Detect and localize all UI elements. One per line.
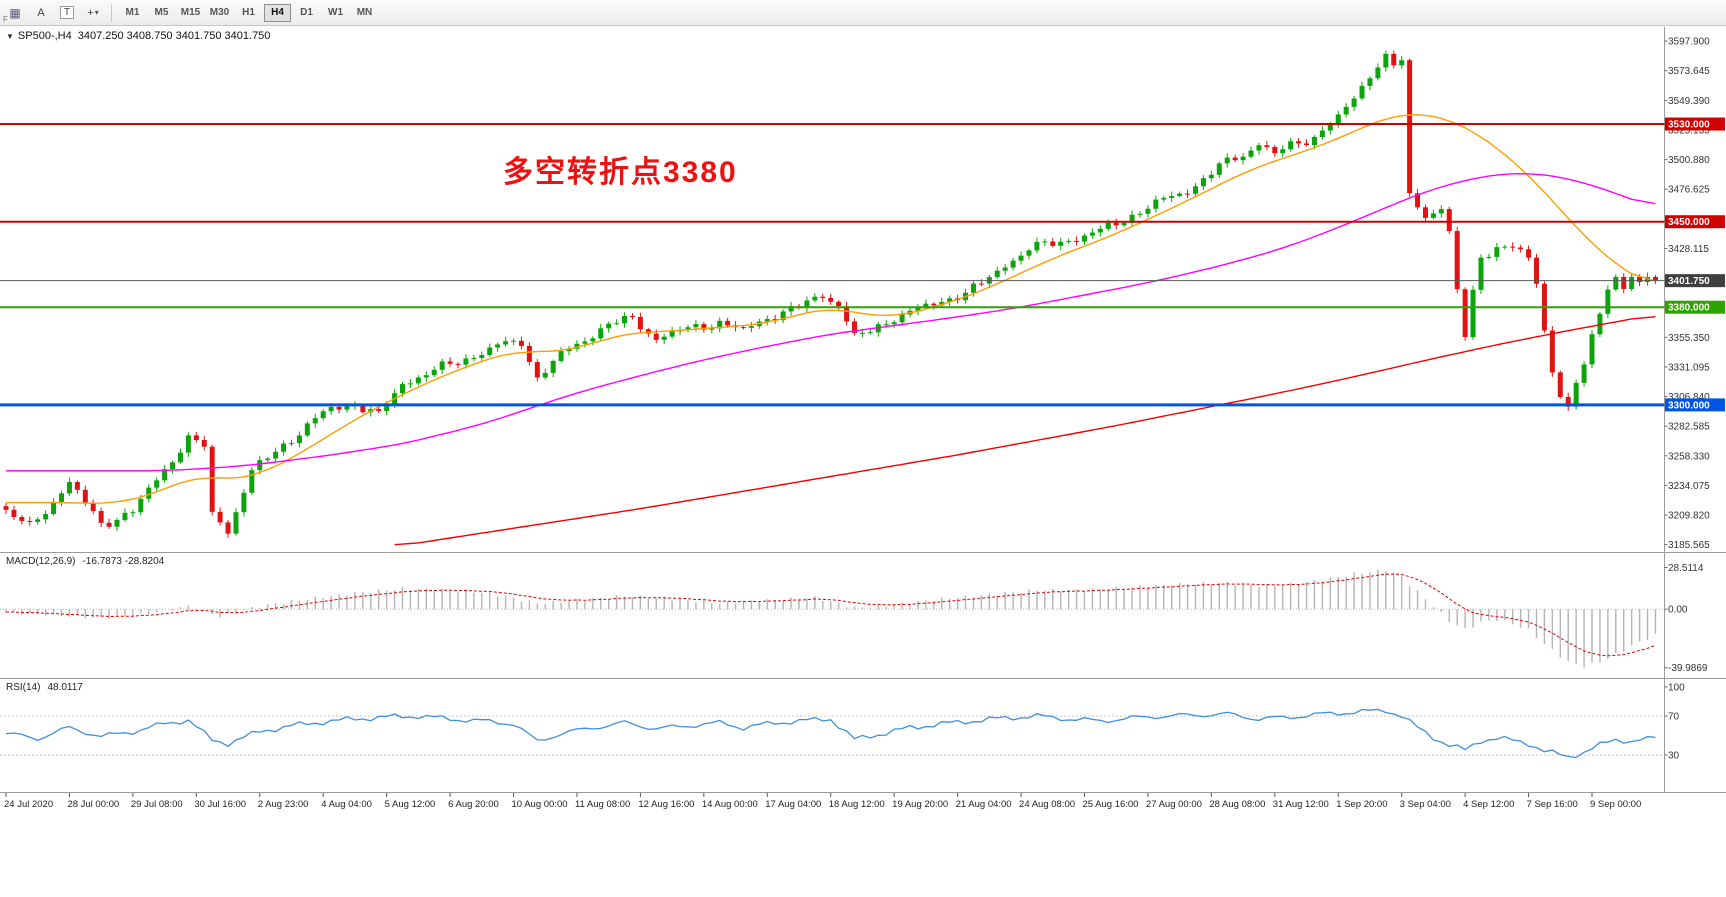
rsi-value: 48.0117 [47,682,83,693]
svg-text:21 Aug 04:00: 21 Aug 04:00 [956,799,1012,810]
svg-text:70: 70 [1668,712,1680,723]
svg-text:3300.000: 3300.000 [1668,400,1710,411]
svg-text:27 Aug 00:00: 27 Aug 00:00 [1146,799,1202,810]
svg-text:17 Aug 04:00: 17 Aug 04:00 [765,799,821,810]
timeframe-M5[interactable]: M5 [148,4,175,22]
svg-text:3355.350: 3355.350 [1668,333,1710,344]
svg-text:30 Jul 16:00: 30 Jul 16:00 [194,799,246,810]
letter-a-label: A [37,6,45,19]
timeframe-H4[interactable]: H4 [264,3,291,22]
svg-text:28 Jul 00:00: 28 Jul 00:00 [67,799,119,810]
windows-grid-button[interactable]: ▦ [3,3,27,23]
svg-text:3476.625: 3476.625 [1668,185,1710,196]
timeframe-M15[interactable]: M15 [177,4,204,22]
svg-text:30: 30 [1668,750,1680,761]
timeframe-MN[interactable]: MN [351,4,378,22]
svg-text:3525.135: 3525.135 [1668,125,1710,136]
main-chart-plot[interactable] [0,50,1665,546]
grid-icon: ▦ [9,5,21,20]
rsi-line [5,708,1656,759]
symbol-period-label: SP500-,H4 [17,30,72,42]
svg-text:3500.880: 3500.880 [1668,155,1710,166]
svg-text:29 Jul 08:00: 29 Jul 08:00 [131,799,183,810]
svg-text:3185.565: 3185.565 [1668,540,1710,551]
svg-text:-39.9869: -39.9869 [1668,663,1708,674]
timeframe-D1[interactable]: D1 [293,4,320,22]
svg-text:3209.820: 3209.820 [1668,511,1710,522]
svg-text:6 Aug 20:00: 6 Aug 20:00 [448,799,499,810]
toolbar-separator [111,3,112,22]
svg-text:3306.840: 3306.840 [1668,392,1710,403]
svg-text:3549.390: 3549.390 [1668,96,1710,107]
svg-text:25 Aug 16:00: 25 Aug 16:00 [1082,799,1138,810]
svg-text:24 Jul 2020: 24 Jul 2020 [4,799,53,810]
svg-text:3 Sep 04:00: 3 Sep 04:00 [1400,799,1451,810]
main-toolbar: ▦ A T + ▾ M1 M5 M15 M30 H1 H4 D1 W1 MN [0,0,1726,26]
svg-text:0.00: 0.00 [1668,605,1688,616]
ma-line-medium-magenta [6,172,1656,472]
timeframe-H1[interactable]: H1 [235,4,262,22]
svg-text:18 Aug 12:00: 18 Aug 12:00 [829,799,885,810]
svg-text:19 Aug 20:00: 19 Aug 20:00 [892,799,948,810]
svg-text:28.5114: 28.5114 [1668,563,1704,574]
svg-text:4 Aug 04:00: 4 Aug 04:00 [321,799,372,810]
ohlc-values-label: 3407.250 3408.750 3401.750 3401.750 [77,30,271,42]
svg-text:24 Aug 08:00: 24 Aug 08:00 [1019,799,1075,810]
rsi-panel: 100 70 30 [0,682,1685,761]
annotation-text[interactable]: 多空转折点3380 [503,156,738,189]
svg-text:14 Aug 00:00: 14 Aug 00:00 [702,799,758,810]
svg-text:3380.000: 3380.000 [1668,303,1710,314]
svg-text:3401.750: 3401.750 [1668,276,1710,287]
dropdown-triangle-icon[interactable]: ▼ [6,31,14,41]
svg-text:3234.075: 3234.075 [1668,481,1710,492]
timeframe-M30[interactable]: M30 [206,4,233,22]
macd-panel: 28.5114 0.00 -39.9869 [0,563,1708,674]
svg-text:3450.000: 3450.000 [1668,217,1710,228]
svg-text:31 Aug 12:00: 31 Aug 12:00 [1273,799,1329,810]
svg-text:100: 100 [1668,682,1685,693]
svg-text:3282.585: 3282.585 [1668,422,1710,433]
svg-text:3258.330: 3258.330 [1668,451,1710,462]
macd-label: MACD(12,26,9) -16.7873 -28.8204 [6,556,164,567]
ma-line-slow-red [394,316,1656,546]
macd-signal-line [5,573,1656,657]
macd-values: -16.7873 -28.8204 [82,556,165,567]
svg-text:3573.645: 3573.645 [1668,66,1710,77]
svg-text:3597.900: 3597.900 [1668,37,1710,48]
timeframe-M1[interactable]: M1 [119,4,146,22]
macd-name: MACD(12,26,9) [6,556,76,567]
rsi-label: RSI(14) 48.0117 [6,682,83,693]
crosshair-icon: + [87,6,94,19]
timeframe-group: M1 M5 M15 M30 H1 H4 D1 W1 MN [118,3,379,22]
svg-text:28 Aug 08:00: 28 Aug 08:00 [1209,799,1265,810]
time-axis[interactable]: 24 Jul 2020 28 Jul 00:00 29 Jul 08:00 30 Ju… [4,793,1641,810]
caret-down-icon: ▾ [94,8,99,17]
timeframe-W1[interactable]: W1 [322,4,349,22]
svg-text:10 Aug 00:00: 10 Aug 00:00 [512,799,568,810]
text-tool-label: T [59,6,75,19]
svg-text:3530.000: 3530.000 [1668,120,1710,131]
crosshair-dropdown-button[interactable]: + ▾ [81,3,105,23]
dock-handle-label: F [3,15,8,24]
letter-a-button[interactable]: A [29,3,53,23]
price-axis[interactable]: 3597.900 3573.645 3549.390 3525.135 3500.880… [1664,37,1726,552]
svg-text:11 Aug 08:00: 11 Aug 08:00 [575,799,630,810]
candles [3,50,1658,538]
svg-text:12 Aug 16:00: 12 Aug 16:00 [638,799,694,810]
svg-text:3331.095: 3331.095 [1668,362,1710,373]
text-tool-button[interactable]: T [55,3,79,23]
svg-text:4 Sep 12:00: 4 Sep 12:00 [1463,799,1514,810]
svg-text:9 Sep 00:00: 9 Sep 00:00 [1590,799,1641,810]
svg-text:1 Sep 20:00: 1 Sep 20:00 [1336,799,1387,810]
svg-text:5 Aug 12:00: 5 Aug 12:00 [385,799,436,810]
ma-line-fast-orange [6,114,1656,504]
svg-text:7 Sep 16:00: 7 Sep 16:00 [1527,799,1578,810]
rsi-name: RSI(14) [6,682,41,693]
chart-title: ▼ SP500-,H4 3407.250 3408.750 3401.750 3… [6,30,270,42]
svg-text:3428.115: 3428.115 [1668,244,1709,255]
svg-text:2 Aug 23:00: 2 Aug 23:00 [258,799,309,810]
